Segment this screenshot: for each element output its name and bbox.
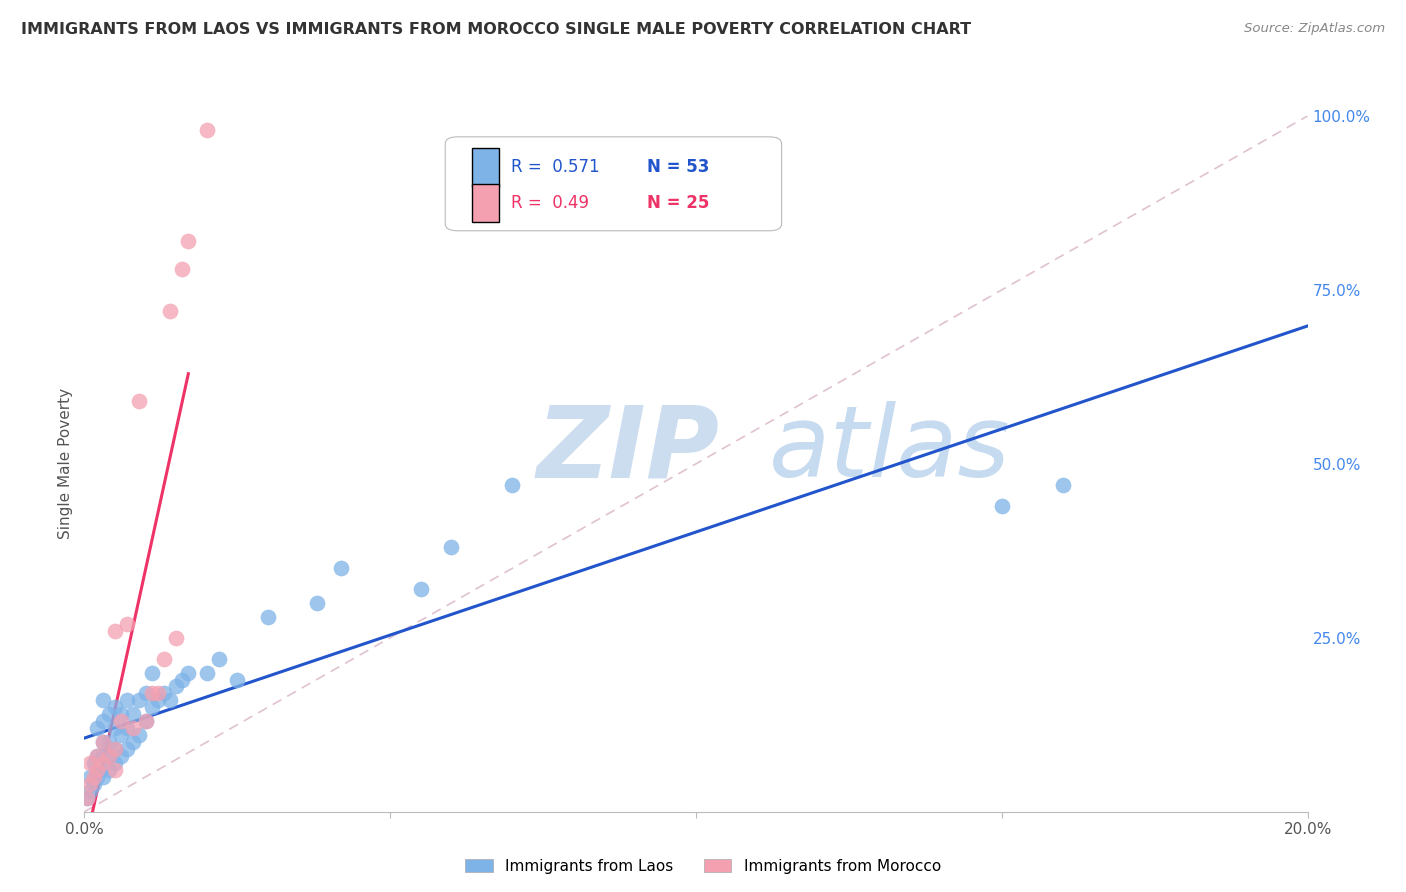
- Text: ZIP: ZIP: [537, 401, 720, 499]
- Point: [128, 728, 150, 742]
- Point: [76, 790, 98, 805]
- FancyBboxPatch shape: [472, 148, 499, 186]
- Point: [115, 693, 138, 707]
- Point: [91, 735, 114, 749]
- Point: [97, 749, 120, 764]
- Point: [110, 707, 132, 722]
- Point: [76, 790, 98, 805]
- Text: IMMIGRANTS FROM LAOS VS IMMIGRANTS FROM MOROCCO SINGLE MALE POVERTY CORRELATION : IMMIGRANTS FROM LAOS VS IMMIGRANTS FROM …: [21, 22, 972, 37]
- Point: [141, 665, 163, 680]
- Point: [86, 763, 108, 777]
- Point: [122, 735, 145, 749]
- Point: [208, 651, 231, 665]
- Point: [165, 631, 187, 645]
- Point: [177, 665, 200, 680]
- FancyBboxPatch shape: [446, 136, 782, 231]
- Point: [91, 735, 114, 749]
- Point: [153, 651, 176, 665]
- Y-axis label: Single Male Poverty: Single Male Poverty: [58, 388, 73, 540]
- Point: [104, 756, 127, 770]
- Point: [97, 763, 120, 777]
- Point: [122, 721, 145, 735]
- Point: [115, 742, 138, 756]
- Point: [97, 749, 120, 764]
- Point: [89, 763, 111, 777]
- Point: [97, 707, 120, 722]
- Point: [141, 700, 163, 714]
- Point: [91, 770, 114, 784]
- Point: [91, 756, 114, 770]
- Point: [146, 686, 169, 700]
- Point: [91, 714, 114, 729]
- Point: [122, 707, 145, 722]
- Text: N = 25: N = 25: [647, 194, 710, 212]
- Point: [159, 693, 181, 707]
- Point: [177, 234, 200, 248]
- Text: atlas: atlas: [769, 401, 1011, 499]
- Point: [409, 582, 432, 596]
- Point: [1052, 477, 1074, 491]
- Point: [153, 686, 176, 700]
- Point: [115, 721, 138, 735]
- Point: [115, 616, 138, 631]
- Point: [195, 123, 218, 137]
- Point: [83, 770, 105, 784]
- Point: [86, 749, 108, 764]
- Point: [86, 749, 108, 764]
- Point: [135, 686, 157, 700]
- Point: [128, 693, 150, 707]
- Text: Source: ZipAtlas.com: Source: ZipAtlas.com: [1244, 22, 1385, 36]
- Point: [141, 686, 163, 700]
- Point: [79, 777, 101, 791]
- Point: [257, 610, 280, 624]
- Point: [146, 693, 169, 707]
- Point: [91, 749, 114, 764]
- Text: R =  0.571: R = 0.571: [512, 159, 600, 177]
- Point: [104, 742, 127, 756]
- Point: [91, 693, 114, 707]
- Point: [502, 477, 524, 491]
- Point: [330, 561, 353, 575]
- Point: [305, 596, 328, 610]
- Point: [440, 541, 463, 555]
- Point: [83, 777, 105, 791]
- Point: [128, 394, 150, 409]
- Point: [83, 756, 105, 770]
- Point: [104, 763, 127, 777]
- Legend: Immigrants from Laos, Immigrants from Morocco: Immigrants from Laos, Immigrants from Mo…: [460, 853, 946, 880]
- Point: [86, 721, 108, 735]
- Point: [104, 721, 127, 735]
- Point: [226, 673, 249, 687]
- Point: [172, 262, 194, 277]
- Point: [79, 784, 101, 798]
- Text: N = 53: N = 53: [647, 159, 710, 177]
- Point: [159, 303, 181, 318]
- Point: [110, 728, 132, 742]
- Point: [172, 673, 194, 687]
- Point: [97, 735, 120, 749]
- Text: R =  0.49: R = 0.49: [512, 194, 589, 212]
- Point: [110, 714, 132, 729]
- Point: [135, 714, 157, 729]
- FancyBboxPatch shape: [472, 184, 499, 222]
- Point: [79, 756, 101, 770]
- Point: [195, 665, 218, 680]
- Point: [110, 749, 132, 764]
- Point: [104, 624, 127, 638]
- Point: [104, 742, 127, 756]
- Point: [86, 770, 108, 784]
- Point: [991, 499, 1014, 513]
- Point: [79, 770, 101, 784]
- Point: [165, 680, 187, 694]
- Point: [135, 714, 157, 729]
- Point: [104, 700, 127, 714]
